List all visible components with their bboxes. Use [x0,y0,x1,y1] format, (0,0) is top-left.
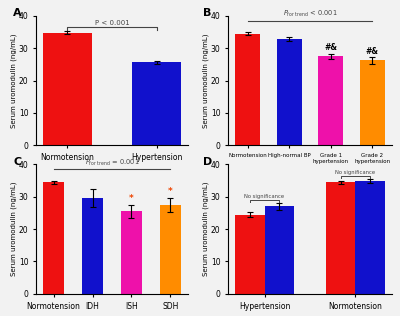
Bar [236,33,260,145]
Bar [43,33,92,145]
Text: #&: #& [366,47,379,56]
Text: No significance: No significance [335,170,376,175]
Bar [160,205,181,294]
Text: #&: #& [324,43,337,52]
Y-axis label: Serum uromodulin (ng/mL): Serum uromodulin (ng/mL) [11,33,17,128]
Bar [236,215,264,294]
Text: *: * [168,187,173,196]
Y-axis label: Serum uromodulin (ng/mL): Serum uromodulin (ng/mL) [11,182,17,276]
Text: C: C [13,156,21,167]
Bar [264,206,294,294]
Text: *: * [129,194,134,203]
Bar [356,181,384,294]
Bar [277,39,302,145]
Bar [360,60,384,145]
Text: $P_{\mathrm{for\ trend}}$ = 0.001: $P_{\mathrm{for\ trend}}$ = 0.001 [85,157,139,167]
Bar [318,56,343,145]
Text: P < 0.001: P < 0.001 [95,20,129,26]
Y-axis label: Serum uromodulin (ng/mL): Serum uromodulin (ng/mL) [203,33,209,128]
Bar [43,182,64,294]
Text: No significance: No significance [244,194,285,199]
Text: $P_{\mathrm{for\ trend}}$ < 0.001: $P_{\mathrm{for\ trend}}$ < 0.001 [283,9,337,19]
Bar [121,211,142,294]
Text: D: D [203,156,213,167]
Y-axis label: Serum uromodulin (ng/mL): Serum uromodulin (ng/mL) [203,182,209,276]
Bar [132,63,181,145]
Bar [326,182,356,294]
Text: B: B [203,8,212,18]
Text: A: A [13,8,22,18]
Bar [82,198,103,294]
